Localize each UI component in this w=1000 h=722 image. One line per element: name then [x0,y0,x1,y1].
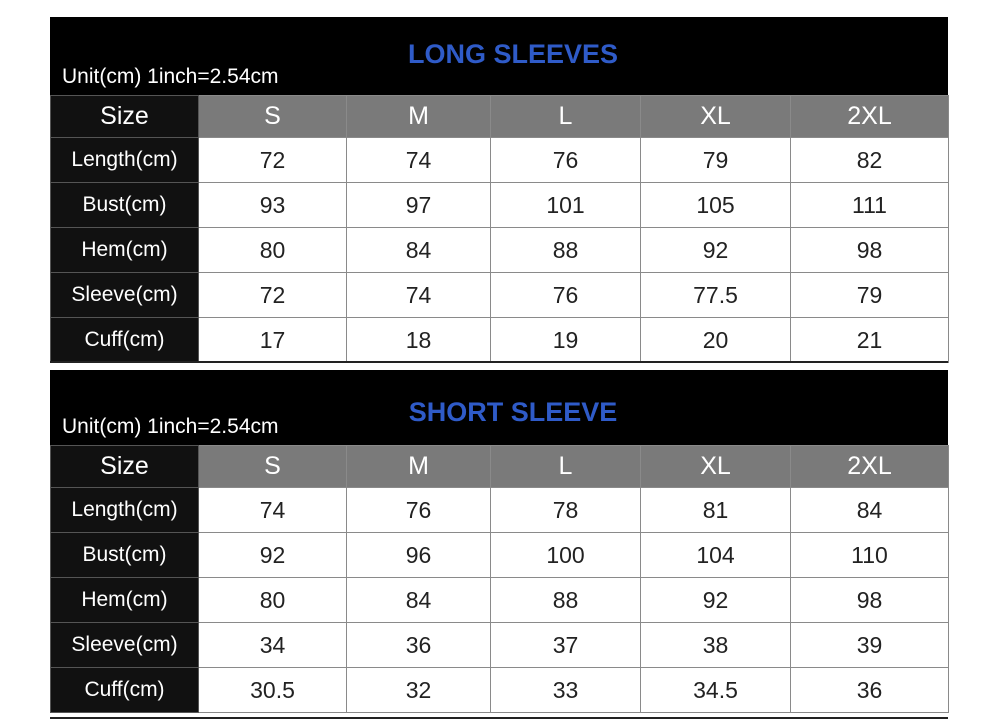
unit-note: Unit(cm) 1inch=2.54cm [62,415,279,438]
measurement-cell: 96 [346,532,491,578]
measurement-cell: 88 [490,577,641,623]
measurement-cell: 37 [490,622,641,668]
row-label: Length(cm) [50,487,199,533]
measurement-cell: 72 [198,272,347,318]
short-sleeve-chart: SHORT SLEEVE Unit(cm) 1inch=2.54cm Size S M L… [50,370,949,713]
table-row: Cuff(cm) 30.5 32 33 34.5 36 [50,667,949,713]
measurement-cell: 111 [790,182,949,228]
row-label: Length(cm) [50,137,199,183]
corner-label: Size [50,445,199,488]
measurement-cell: 105 [640,182,791,228]
table-row: Bust(cm) 93 97 101 105 111 [50,182,949,228]
measurement-cell: 72 [198,137,347,183]
size-header: XL [640,95,791,138]
measurement-cell: 84 [346,577,491,623]
row-label: Sleeve(cm) [50,622,199,668]
measurement-cell: 101 [490,182,641,228]
measurement-cell: 74 [346,272,491,318]
measurement-cell: 82 [790,137,949,183]
measurement-cell: 80 [198,577,347,623]
measurement-cell: 92 [640,577,791,623]
measurement-cell: 80 [198,227,347,273]
measurement-cell: 77.5 [640,272,791,318]
size-header: S [198,445,347,488]
measurement-cell: 78 [490,487,641,533]
measurement-cell: 36 [346,622,491,668]
size-header: 2XL [790,445,949,488]
measurement-cell: 74 [198,487,347,533]
row-label: Cuff(cm) [50,317,199,363]
measurement-cell: 20 [640,317,791,363]
divider [50,361,948,363]
measurement-cell: 74 [346,137,491,183]
table-row: Sleeve(cm) 72 74 76 77.5 79 [50,272,949,318]
size-table: Size S M L XL 2XL Length(cm) 72 74 76 79 82 Bust(cm)… [50,95,949,363]
measurement-cell: 34.5 [640,667,791,713]
table-row: Hem(cm) 80 84 88 92 98 [50,577,949,623]
size-header: M [346,445,491,488]
size-header: 2XL [790,95,949,138]
measurement-cell: 36 [790,667,949,713]
measurement-cell: 21 [790,317,949,363]
measurement-cell: 76 [490,137,641,183]
size-header: M [346,95,491,138]
table-row: Sleeve(cm) 34 36 37 38 39 [50,622,949,668]
measurement-cell: 17 [198,317,347,363]
measurement-cell: 98 [790,227,949,273]
corner-label: Size [50,95,199,138]
row-label: Cuff(cm) [50,667,199,713]
measurement-cell: 97 [346,182,491,228]
chart-banner: LONG SLEEVES Unit(cm) 1inch=2.54cm [50,17,948,95]
table-row: Length(cm) 72 74 76 79 82 [50,137,949,183]
row-label: Hem(cm) [50,577,199,623]
chart-banner: SHORT SLEEVE Unit(cm) 1inch=2.54cm [50,370,948,445]
measurement-cell: 84 [790,487,949,533]
measurement-cell: 81 [640,487,791,533]
size-header: L [490,95,641,138]
measurement-cell: 76 [490,272,641,318]
long-sleeves-chart: LONG SLEEVES Unit(cm) 1inch=2.54cm Size S M L… [50,17,949,363]
table-row: Bust(cm) 92 96 100 104 110 [50,532,949,578]
row-label: Hem(cm) [50,227,199,273]
measurement-cell: 39 [790,622,949,668]
measurement-cell: 19 [490,317,641,363]
measurement-cell: 84 [346,227,491,273]
measurement-cell: 100 [490,532,641,578]
measurement-cell: 79 [790,272,949,318]
measurement-cell: 110 [790,532,949,578]
size-header: XL [640,445,791,488]
measurement-cell: 33 [490,667,641,713]
measurement-cell: 32 [346,667,491,713]
measurement-cell: 34 [198,622,347,668]
size-table: Size S M L XL 2XL Length(cm) 74 76 78 81 84 Bust(cm)… [50,445,949,713]
unit-note: Unit(cm) 1inch=2.54cm [62,65,279,88]
measurement-cell: 76 [346,487,491,533]
row-label: Sleeve(cm) [50,272,199,318]
chart-title: LONG SLEEVES [407,39,619,69]
measurement-cell: 93 [198,182,347,228]
measurement-cell: 92 [640,227,791,273]
size-header: L [490,445,641,488]
measurement-cell: 88 [490,227,641,273]
measurement-cell: 30.5 [198,667,347,713]
chart-title: SHORT SLEEVE [408,397,618,427]
size-header-row: Size S M L XL 2XL [50,445,949,488]
measurement-cell: 38 [640,622,791,668]
measurement-cell: 92 [198,532,347,578]
table-row: Cuff(cm) 17 18 19 20 21 [50,317,949,363]
row-label: Bust(cm) [50,182,199,228]
size-header: S [198,95,347,138]
row-label: Bust(cm) [50,532,199,578]
table-row: Hem(cm) 80 84 88 92 98 [50,227,949,273]
table-row: Length(cm) 74 76 78 81 84 [50,487,949,533]
divider [50,717,948,719]
measurement-cell: 18 [346,317,491,363]
measurement-cell: 79 [640,137,791,183]
measurement-cell: 104 [640,532,791,578]
measurement-cell: 98 [790,577,949,623]
size-header-row: Size S M L XL 2XL [50,95,949,138]
